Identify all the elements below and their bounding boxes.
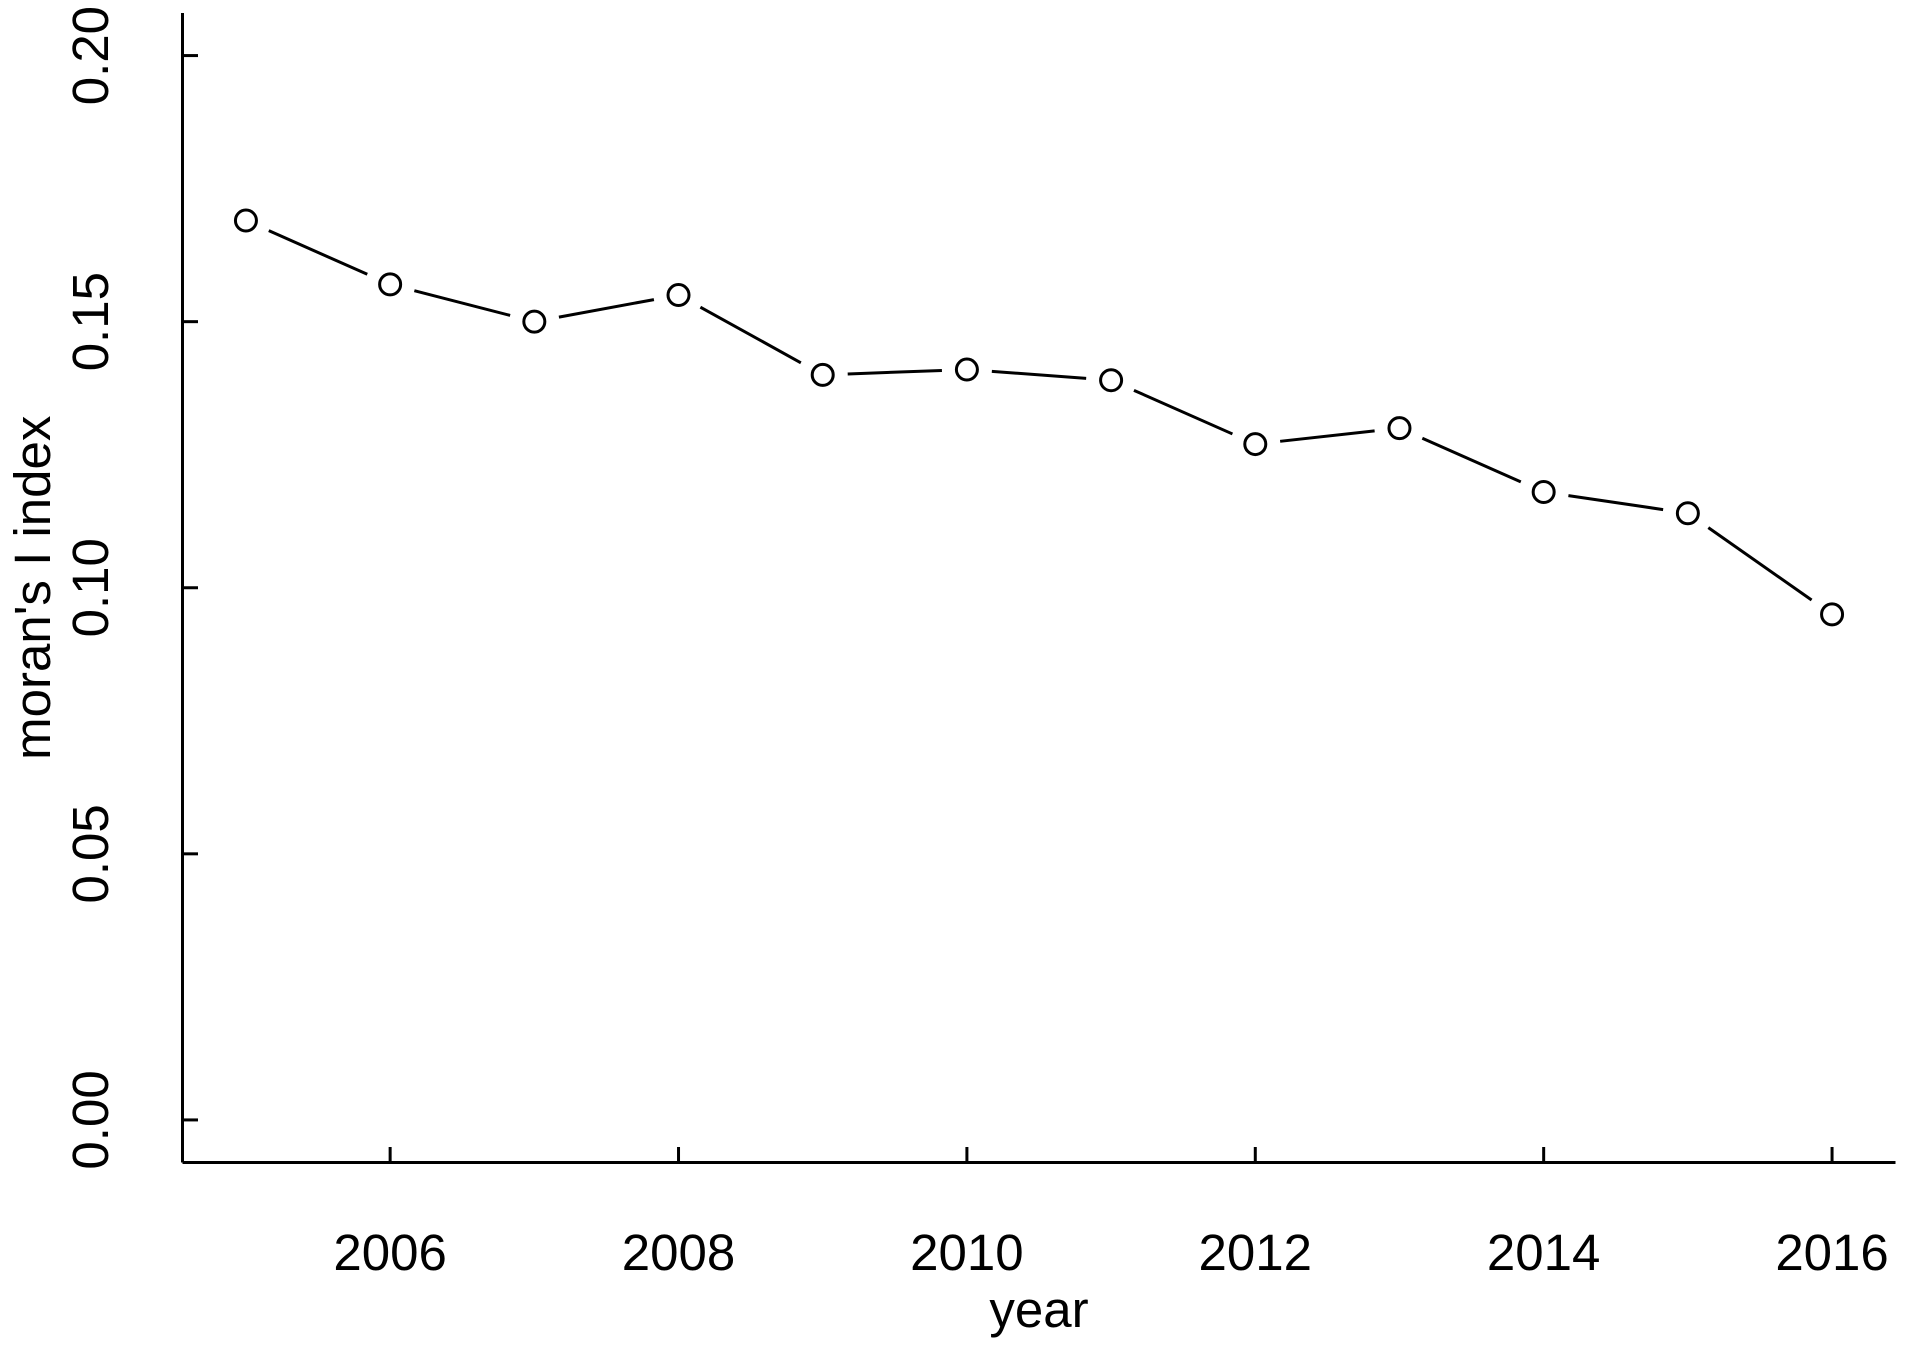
series-segment: [413, 289, 511, 317]
x-axis-ticks: [388, 1147, 1834, 1163]
series-segment: [1421, 436, 1522, 484]
y-tick-label: 0.20: [62, 6, 119, 105]
series-segment: [1568, 494, 1664, 512]
series-segment: [268, 229, 368, 276]
data-point-marker: [522, 309, 547, 334]
y-axis-ticks: [182, 54, 198, 1122]
data-point-marker: [954, 357, 979, 382]
x-axis-title: year: [989, 1281, 1088, 1338]
data-point-marker: [810, 362, 835, 387]
x-tick-label: 2014: [1487, 1224, 1600, 1281]
y-axis-tick-labels: 0.00 0.05 0.10 0.15 0.20: [62, 6, 119, 1170]
series-segment: [1133, 388, 1234, 436]
x-tick-label: 2006: [333, 1224, 446, 1281]
series-segment: [847, 368, 942, 376]
y-tick-label: 0.15: [62, 272, 119, 371]
data-point-marker: [1099, 368, 1124, 393]
data-point-marker: [1675, 501, 1700, 526]
series-segment: [558, 298, 655, 319]
series-segment: [1279, 429, 1375, 443]
series-segment: [1707, 526, 1813, 602]
x-tick-label: 2008: [622, 1224, 735, 1281]
data-point-marker: [1820, 602, 1845, 627]
data-point-marker: [233, 208, 258, 233]
data-point-marker: [378, 272, 403, 297]
x-tick-label: 2016: [1775, 1224, 1888, 1281]
x-axis-tick-labels: 2006 2008 2010 2012 2014 2016: [333, 1224, 1888, 1281]
x-tick-label: 2012: [1199, 1224, 1312, 1281]
data-series: [233, 208, 1845, 627]
x-tick-label: 2010: [910, 1224, 1023, 1281]
y-tick-label: 0.05: [62, 804, 119, 903]
y-axis-title: moran's I index: [4, 416, 61, 760]
data-point-marker: [1387, 416, 1412, 441]
series-segment: [991, 369, 1087, 380]
data-point-marker: [1243, 432, 1268, 457]
series-segment: [699, 305, 802, 365]
y-tick-label: 0.10: [62, 538, 119, 637]
data-point-marker: [666, 283, 691, 308]
data-point-marker: [1531, 479, 1556, 504]
y-tick-label: 0.00: [62, 1070, 119, 1169]
